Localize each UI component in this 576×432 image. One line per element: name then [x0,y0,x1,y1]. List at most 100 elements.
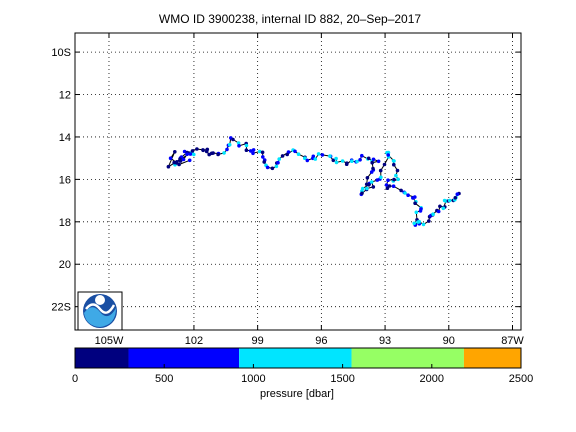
profile-point [251,151,255,156]
profile-point [280,154,285,158]
colorbar-tick-label: 0 [72,373,78,385]
profile-point [227,142,232,147]
profile-point [204,149,209,154]
profile-point [438,204,442,209]
profile-point [237,144,241,148]
profile-point [185,152,189,156]
profile-point [192,152,196,157]
profile-point [403,191,407,195]
profile-point [225,147,229,152]
profile-point [382,162,387,167]
colorbar-segment [239,348,352,368]
profile-point [316,152,321,156]
longitude-ticks: 105W 102 99 96 93 90 87W [95,33,524,347]
profile-point [455,192,460,196]
profile-point [453,196,458,200]
colorbar-tick-label: 1000 [241,373,265,385]
profile-point [344,162,349,166]
profile-point [328,154,332,158]
profile-point [371,157,376,162]
lat-tick-label: 12 [59,90,71,102]
profile-point [174,161,179,165]
colorbar-segment [128,348,240,368]
profile-point [358,158,362,162]
profile-point [365,186,369,191]
lon-tick-label: 90 [443,335,455,347]
profile-point [384,183,389,187]
profile-point [276,160,280,165]
profile-point [285,152,290,157]
profile-point [386,178,390,182]
colorbar-label: pressure [dbar] [260,388,334,400]
profile-point [350,159,354,163]
profile-point [417,219,422,224]
profile-point [442,198,447,203]
profile-point [392,162,396,167]
profile-point [392,177,396,182]
profile-point [412,221,417,226]
profile-point [244,148,249,152]
profile-point [365,176,370,180]
profile-point [188,152,193,156]
profile-point [265,165,270,170]
profile-point [391,159,396,163]
profile-point [367,183,371,187]
profile-point [257,149,262,154]
profile-point [414,210,419,215]
profile-point [334,160,339,165]
lon-tick-label: 87W [501,335,524,347]
colorbar-tick-label: 2000 [420,373,444,385]
profile-point [399,188,403,193]
profile-point [394,173,398,178]
colorbar-segment [75,348,129,368]
profile-point [277,157,282,161]
profile-point [270,166,275,171]
profile-point [386,153,391,157]
profile-point [421,222,426,227]
profile-point [166,164,171,169]
profile-point [201,148,205,153]
profile-point [441,206,446,211]
lon-tick-label: 96 [315,335,327,347]
profile-point [366,156,371,161]
profile-point [190,149,195,153]
profile-point [360,191,364,196]
profile-point [296,152,301,156]
profile-point [173,150,177,154]
profile-point [406,193,410,197]
profile-point [211,151,215,155]
profile-point [376,159,381,164]
profile-point [244,143,249,148]
profile-point [387,184,392,188]
profile-point [320,153,325,157]
profile-point [313,157,318,161]
profile-point [369,180,374,184]
colorbar-segment [463,348,521,368]
lat-tick-label: 10S [51,47,71,59]
profile-point [378,168,383,173]
figure-title: WMO ID 3900238, internal ID 882, 20–Sep–… [159,12,421,26]
lat-tick-label: 16 [59,174,71,186]
lat-tick-label: 22S [51,302,71,314]
profile-point [418,209,423,213]
lon-tick-label: 105W [95,335,124,347]
profile-point [222,151,226,155]
profile-point [181,157,186,162]
profile-point [262,160,267,164]
profile-point [251,148,256,152]
lat-tick-label: 14 [59,132,71,144]
lon-tick-label: 99 [252,335,264,347]
profile-point [427,219,431,223]
profile-point [379,175,383,180]
profile-point [334,156,338,161]
colorbar-tick-label: 2500 [509,373,533,385]
map-frame [74,32,522,331]
profile-point [236,141,241,145]
float-track [166,136,461,227]
profile-point [371,185,376,189]
map-grid [75,33,521,330]
profile-point [396,177,400,182]
profile-point [355,159,359,164]
latitude-ticks: 10S 12 14 16 18 20 22S [51,47,521,314]
